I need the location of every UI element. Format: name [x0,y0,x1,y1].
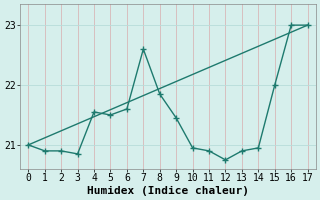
X-axis label: Humidex (Indice chaleur): Humidex (Indice chaleur) [87,186,249,196]
